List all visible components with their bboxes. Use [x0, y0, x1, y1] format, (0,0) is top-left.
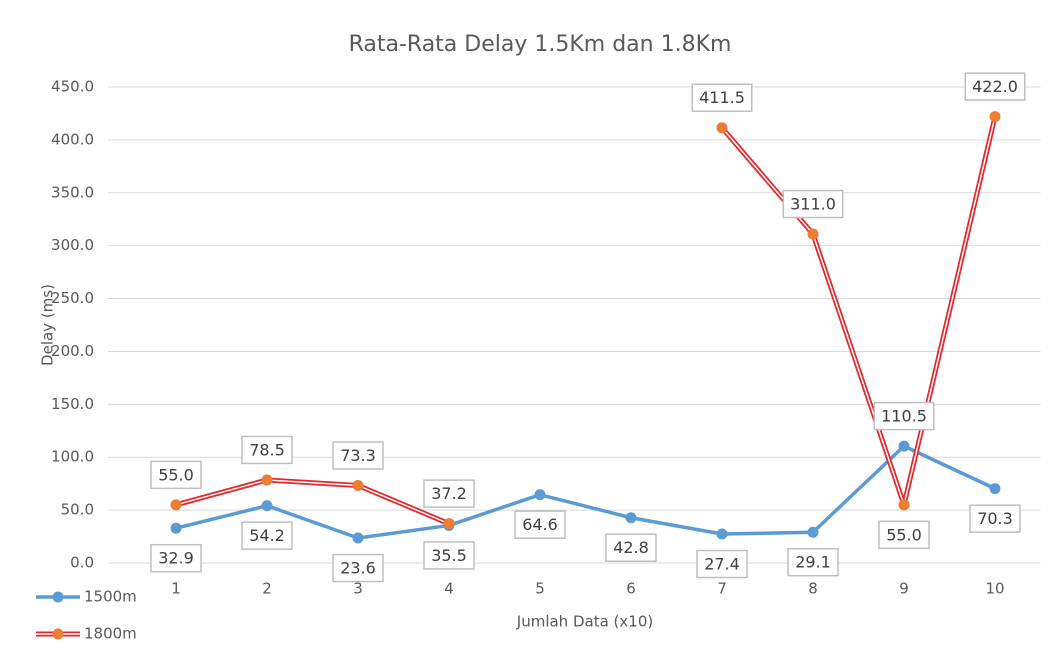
- data-label: 54.2: [249, 526, 285, 545]
- data-label-box: [150, 543, 202, 573]
- point: [352, 479, 364, 491]
- x-axis-label: Jumlah Data (x10): [516, 613, 653, 631]
- data-label: 64.6: [522, 515, 558, 534]
- y-tick-label: 400.0: [51, 130, 94, 148]
- data-label-box: [969, 504, 1021, 533]
- x-tick-label: 3: [353, 580, 363, 598]
- point: [170, 499, 182, 511]
- point: [443, 518, 455, 530]
- data-label-box: [332, 441, 384, 470]
- data-label-box: [787, 547, 839, 577]
- point: [989, 111, 1001, 123]
- data-label-box: [878, 520, 930, 550]
- point: [625, 512, 637, 524]
- point: [807, 228, 819, 240]
- data-label-box: [514, 510, 566, 539]
- y-tick-label: 300.0: [51, 236, 94, 254]
- point: [898, 499, 910, 511]
- data-label-box: [241, 521, 293, 550]
- data-label: 411.5: [699, 88, 745, 107]
- x-tick-label: 5: [535, 580, 545, 598]
- point: [534, 489, 546, 501]
- data-label: 23.6: [340, 559, 376, 578]
- point: [898, 440, 910, 452]
- legend-label: 1500m: [84, 588, 137, 606]
- data-label: 422.0: [972, 77, 1018, 96]
- data-label: 70.3: [977, 509, 1013, 528]
- data-label: 27.4: [704, 555, 740, 574]
- legend-marker: [52, 628, 64, 640]
- data-label-box: [423, 541, 475, 570]
- y-axis-label: Delay (ms): [39, 284, 57, 366]
- point: [989, 483, 1001, 495]
- y-tick-label: 0.0: [70, 554, 94, 572]
- point: [716, 122, 728, 134]
- data-label: 35.5: [431, 546, 467, 565]
- y-tick-label: 50.0: [61, 501, 94, 519]
- point: [261, 500, 273, 512]
- data-label-box: [605, 533, 657, 562]
- x-tick-label: 2: [262, 580, 272, 598]
- x-tick-label: 1: [171, 580, 181, 598]
- x-tick-label: 7: [717, 580, 727, 598]
- point: [261, 474, 273, 486]
- point: [716, 528, 728, 540]
- data-label: 42.8: [613, 538, 649, 557]
- y-tick-label: 450.0: [51, 78, 94, 96]
- legend-label: 1800m: [84, 625, 137, 643]
- data-label: 55.0: [886, 525, 922, 544]
- x-tick-label: 9: [899, 580, 909, 598]
- data-label-box: [782, 189, 844, 219]
- y-tick-label: 350.0: [51, 183, 94, 201]
- point: [807, 526, 819, 538]
- data-label-box: [691, 83, 753, 112]
- series-line: [175, 444, 996, 540]
- data-label: 37.2: [431, 484, 467, 503]
- data-label-box: [873, 401, 935, 431]
- x-tick-label: 8: [808, 580, 818, 598]
- chart-title: Rata-Rata Delay 1.5Km dan 1.8Km: [349, 32, 732, 57]
- data-label: 55.0: [158, 465, 194, 484]
- data-label: 110.5: [881, 407, 927, 426]
- data-label: 29.1: [795, 553, 831, 572]
- data-label: 73.3: [340, 446, 376, 465]
- x-tick-label: 10: [985, 580, 1004, 598]
- y-tick-label: 200.0: [51, 342, 94, 360]
- y-tick-label: 100.0: [51, 448, 94, 466]
- data-label-box: [423, 479, 475, 508]
- data-label-box: [696, 549, 748, 579]
- data-label-box: [964, 72, 1026, 101]
- point: [352, 532, 364, 544]
- data-label: 311.0: [790, 195, 836, 214]
- x-tick-label: 4: [444, 580, 454, 598]
- data-label-box: [332, 553, 384, 583]
- x-tick-label: 6: [626, 580, 636, 598]
- data-label: 32.9: [158, 549, 194, 568]
- series-line-inner: [175, 116, 996, 525]
- data-label-box: [150, 460, 202, 490]
- y-tick-label: 150.0: [51, 395, 94, 413]
- data-label-box: [241, 435, 293, 465]
- point: [170, 522, 182, 534]
- data-label: 78.5: [249, 440, 285, 459]
- y-tick-label: 250.0: [51, 289, 94, 307]
- legend-marker: [52, 591, 64, 603]
